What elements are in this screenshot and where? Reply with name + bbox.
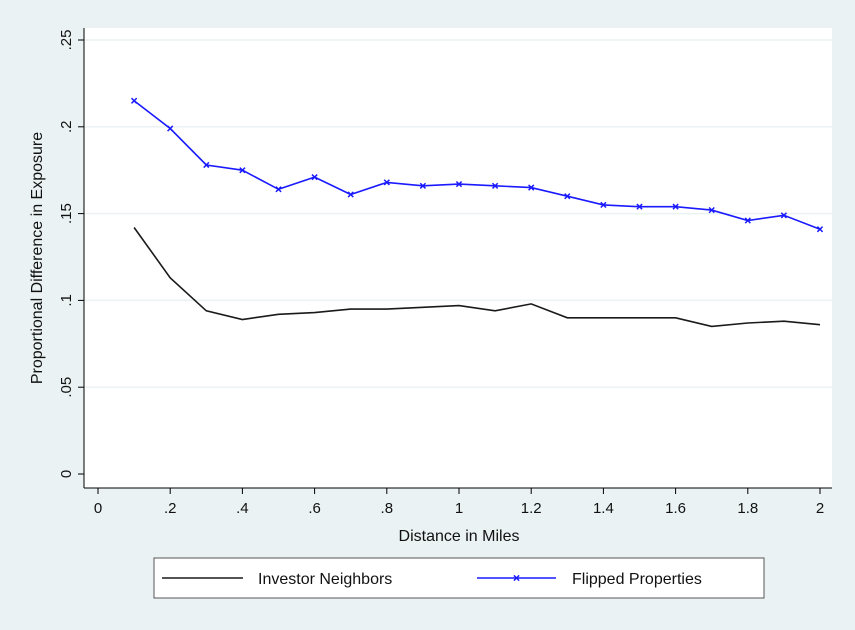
data-point-marker [167,125,174,132]
data-point-marker [275,186,282,193]
data-point-marker [564,193,571,200]
gridlines [85,39,832,388]
data-point-marker [383,179,390,186]
data-point-marker [347,191,354,198]
y-tick-label: .2 [58,121,75,134]
x-axis-label: Distance in Miles [399,528,520,545]
x-axis-ticks: 0 .2 .4 .6 .8 1 1.2 1.4 1.6 1.8 2 [94,488,824,517]
plot-area [84,28,832,488]
series-line-1 [133,100,821,230]
data-point-marker [239,167,246,174]
data-point-marker [708,206,715,214]
data-point-marker [600,201,607,209]
x-tick-label: 1.2 [521,500,542,517]
data-point-marker [636,203,643,210]
legend-marker [513,574,520,582]
x-tick-label: 1.8 [737,500,758,517]
x-tick-label: 0 [94,500,102,517]
data-point-marker [455,180,463,188]
data-point-marker [744,217,751,224]
x-tick-label: .8 [381,500,394,517]
legend: Investor Neighbors Flipped Properties [153,557,765,599]
data-point-marker [311,174,318,181]
data-point-marker [672,203,679,210]
legend-box [153,557,765,599]
data-point-marker [816,226,824,233]
data-point-marker [419,182,427,189]
y-tick-label: .15 [58,203,75,224]
x-tick-label: .6 [308,500,321,517]
data-point-marker [528,184,535,191]
y-tick-label: .25 [58,30,75,51]
x-tick-label: 1 [455,500,463,517]
legend-label: Investor Neighbors [258,571,392,588]
y-tick-label: .1 [58,294,75,307]
x-tick-label: .2 [164,500,177,517]
data-point-marker [203,161,210,169]
legend-items: Investor Neighbors Flipped Properties [162,571,702,588]
x-tick-label: .4 [236,500,249,517]
series-markers-1 [130,97,824,233]
y-tick-label: .05 [58,377,75,398]
y-axis-label: Proportional Difference in Exposure [29,132,46,384]
x-tick-label: 1.4 [593,500,614,517]
y-axis-ticks: 0 .05 .1 .15 .2 .25 [58,30,84,478]
y-tick-label: 0 [58,470,75,478]
series-line-0 [133,227,821,328]
data-point-marker [780,212,788,219]
data-point-marker [130,97,138,104]
x-tick-label: 2 [816,500,824,517]
legend-label: Flipped Properties [572,571,702,588]
series-lines [130,97,824,328]
data-point-marker [491,182,499,189]
x-tick-label: 1.6 [665,500,686,517]
